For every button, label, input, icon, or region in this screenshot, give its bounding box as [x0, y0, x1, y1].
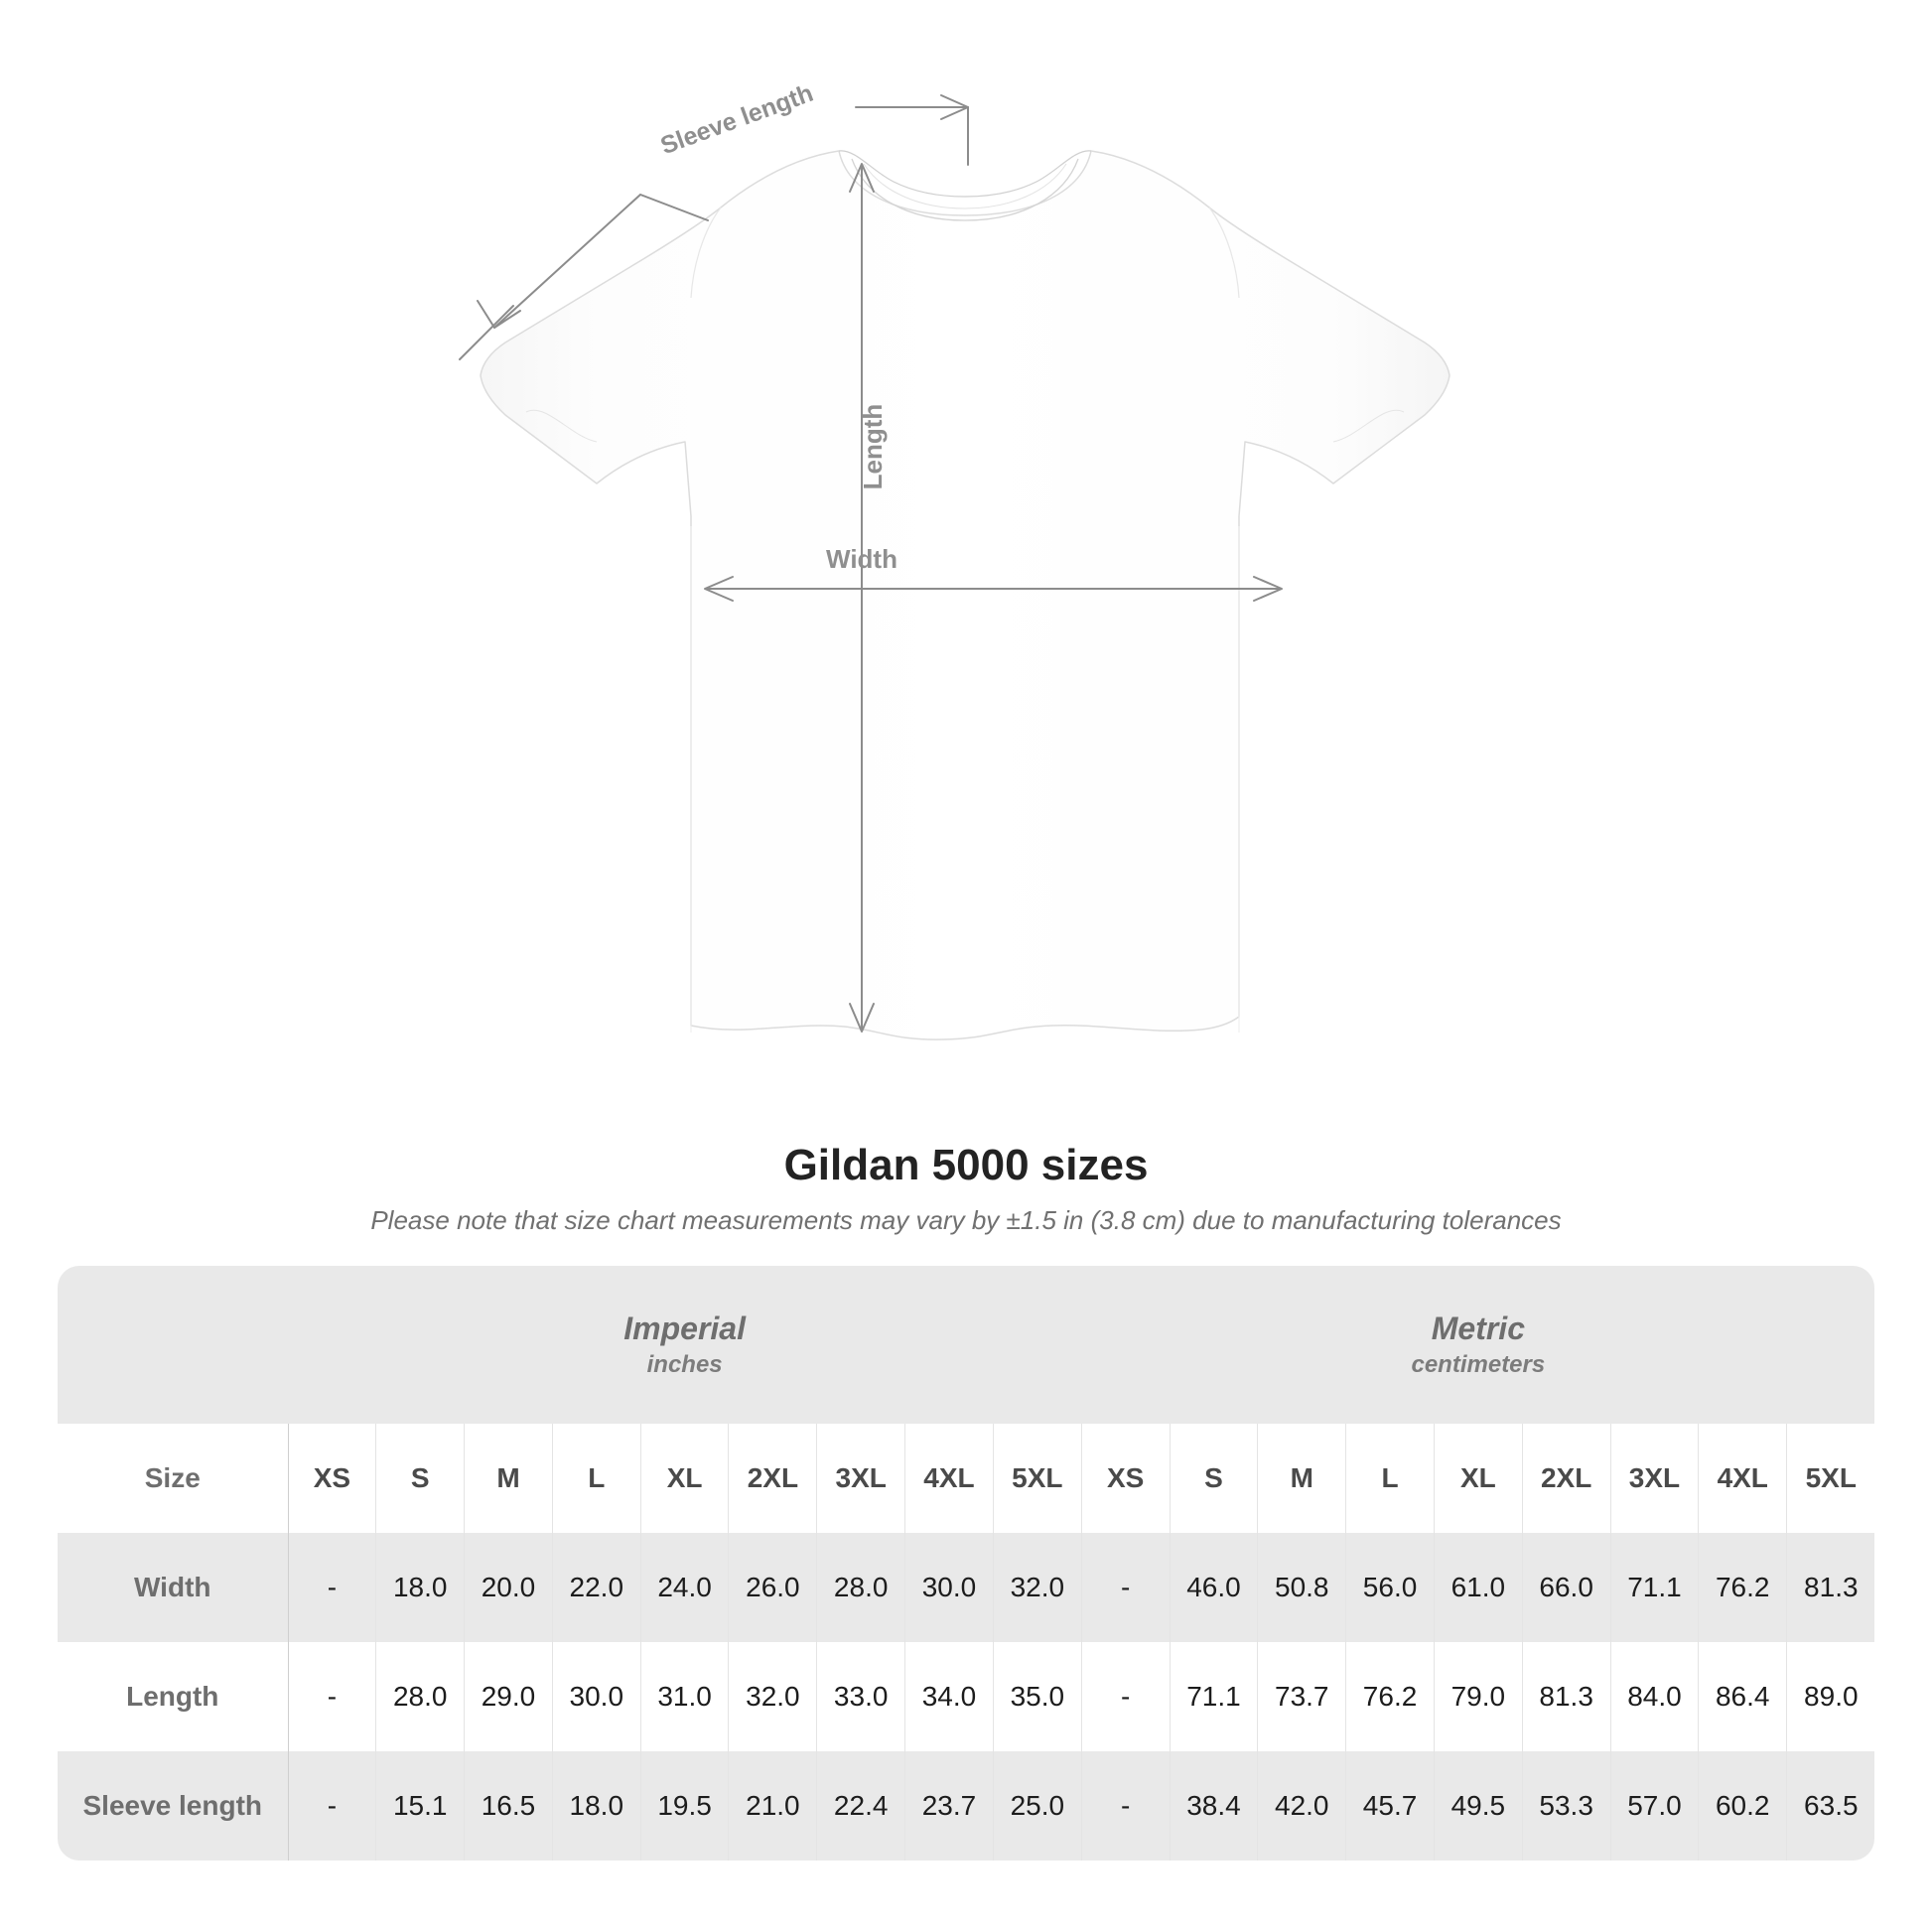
svg-text:Sleeve length: Sleeve length — [657, 79, 817, 160]
svg-text:Width: Width — [826, 544, 897, 574]
svg-text:Length: Length — [858, 404, 888, 490]
